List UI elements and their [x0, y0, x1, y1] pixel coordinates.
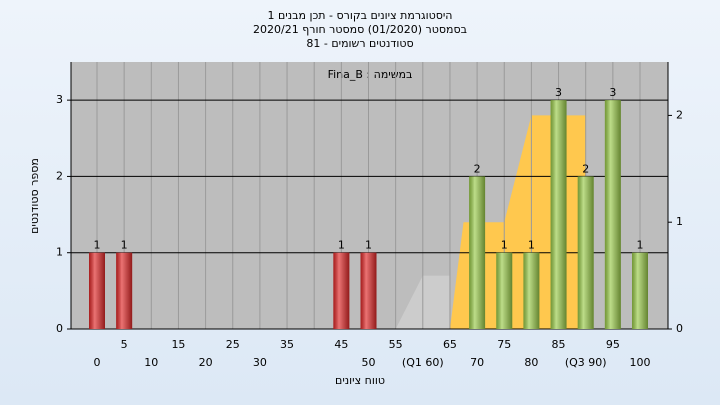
- bar-shade: [469, 176, 486, 329]
- data-label: 3: [609, 86, 616, 99]
- x-tick-label: 5: [121, 338, 128, 351]
- data-label: 2: [582, 162, 589, 175]
- x-axis-label: טווח ציונים: [335, 374, 385, 387]
- bar-shade: [333, 252, 350, 329]
- data-label: 1: [338, 239, 345, 252]
- x-tick-label: 20: [199, 356, 213, 369]
- x-tick-label: 75: [497, 338, 511, 351]
- x-tick-label: 15: [171, 338, 185, 351]
- data-label: 1: [528, 239, 535, 252]
- x-tick-label: 35: [280, 338, 294, 351]
- x-tick-label: (Q1 60): [402, 356, 444, 369]
- y-tick-label: 0: [56, 322, 63, 335]
- x-tick-label: 95: [606, 338, 620, 351]
- x-tick-label: 100: [630, 356, 651, 369]
- x-tick-label: 65: [443, 338, 457, 351]
- y2-tick-label: 2: [676, 108, 683, 121]
- x-tick-label: 50: [362, 356, 376, 369]
- y2-tick-label: 0: [676, 322, 683, 335]
- y-tick-label: 1: [56, 246, 63, 259]
- bar-shade: [550, 100, 567, 330]
- annotation: במשימה : Fina_B: [328, 68, 413, 81]
- x-tick-label: 30: [253, 356, 267, 369]
- x-tick-label: 55: [389, 338, 403, 351]
- bar-shade: [89, 252, 105, 329]
- data-label: 1: [121, 239, 128, 252]
- data-label: 1: [94, 239, 101, 252]
- y-tick-label: 3: [56, 93, 63, 106]
- title: היסטוגרמת ציונים בקורס - תכן מבנים 1: [268, 9, 453, 22]
- data-label: 1: [501, 239, 508, 252]
- x-tick-label: (Q3 90): [565, 356, 607, 369]
- bar-shade: [496, 252, 513, 329]
- bar-shade: [360, 252, 377, 329]
- y-tick-label: 2: [56, 169, 63, 182]
- y-axis-label: מספר סטודנטים: [28, 158, 41, 234]
- x-tick-label: 70: [470, 356, 484, 369]
- bar-shade: [632, 252, 648, 329]
- x-tick-label: 85: [552, 338, 566, 351]
- bar-shade: [577, 176, 594, 329]
- x-tick-label: 80: [524, 356, 538, 369]
- bar-shade: [523, 252, 540, 329]
- bar-shade: [604, 100, 621, 330]
- x-tick-label: 10: [144, 356, 158, 369]
- data-label: 1: [365, 239, 372, 252]
- bar-shade: [116, 252, 133, 329]
- y2-tick-label: 1: [676, 215, 683, 228]
- data-label: 2: [474, 162, 481, 175]
- subtitle: סטודנטים רשומים - 81: [306, 37, 413, 50]
- x-tick-label: 25: [226, 338, 240, 351]
- data-label: 3: [555, 86, 562, 99]
- x-tick-label: 45: [334, 338, 348, 351]
- data-label: 1: [637, 239, 644, 252]
- x-tick-label: 0: [94, 356, 101, 369]
- subtitle: בסמסטר (01/2020) סמסטר חורף 2020/21: [253, 23, 467, 36]
- titles: היסטוגרמת ציונים בקורס - תכן מבנים 1 בסמ…: [253, 9, 467, 50]
